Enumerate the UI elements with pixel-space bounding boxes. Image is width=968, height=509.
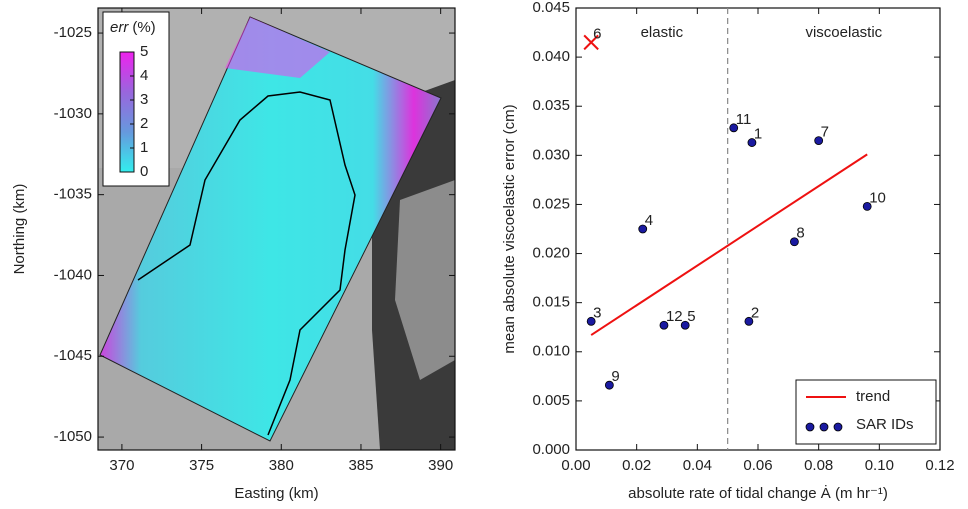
y-tick-label: 0.010	[532, 343, 570, 360]
y-tick-label: 0.035	[532, 97, 570, 114]
y-tick-label: 0.015	[532, 294, 570, 311]
x-tick-label: 370	[109, 457, 134, 474]
point	[680, 320, 690, 330]
colorbar-tick-label: 0	[140, 163, 148, 180]
y-tick-label: -1035	[54, 186, 92, 203]
x-tick-label: 0.06	[743, 457, 772, 474]
legend-label: SAR IDs	[856, 416, 914, 433]
x-tick-label: 0.08	[804, 457, 833, 474]
x-tick-label: 380	[269, 457, 294, 474]
point-label: 1	[754, 126, 762, 143]
y-tick-label: 0.045	[532, 0, 570, 16]
excluded-point	[583, 34, 599, 51]
point-label: 6	[593, 25, 601, 42]
y-tick-label: 0.020	[532, 245, 570, 262]
colorbar-label: err (%)	[110, 19, 156, 36]
legend-box	[795, 379, 937, 445]
x-tick-label: 0.00	[561, 457, 590, 474]
y-tick-label: 0.025	[532, 195, 570, 212]
point-label: 11	[736, 111, 752, 128]
plot-frame	[97, 7, 456, 451]
point	[747, 138, 757, 147]
point	[790, 237, 799, 247]
point	[604, 380, 614, 390]
x-tick-label: 0.10	[865, 457, 894, 474]
x-tick-label: 0.04	[683, 457, 712, 474]
legend-swatch	[833, 422, 843, 432]
point-label: 3	[593, 304, 601, 321]
colorbar-tick-label: 1	[140, 139, 148, 156]
x-axis-label: absolute rate of tidal change Ȧ (m hr⁻¹…	[628, 484, 888, 502]
point-label: 12	[666, 308, 683, 325]
legend-swatch	[805, 422, 815, 432]
point-label: 5	[687, 308, 695, 325]
y-tick-label: -1045	[54, 347, 92, 364]
y-tick-label: 0.030	[532, 146, 570, 163]
point-label: 9	[611, 368, 619, 385]
region-label: elastic	[641, 24, 684, 41]
point	[862, 202, 872, 211]
map-image	[98, 8, 455, 450]
colorbar-tick-label: 2	[140, 115, 148, 132]
point-label: 10	[869, 189, 886, 206]
y-tick-label: 0.000	[532, 441, 570, 458]
point-label: 2	[751, 304, 759, 321]
point	[586, 316, 596, 326]
colorbar-var: err	[110, 19, 129, 36]
colorbar-tick-label: 4	[140, 67, 148, 84]
y-tick-label: 0.005	[532, 392, 570, 409]
point	[744, 316, 754, 326]
x-tick-label: 0.02	[622, 457, 651, 474]
y-tick-label: -1050	[54, 428, 92, 445]
colorbar-tick-label: 5	[140, 43, 148, 60]
y-tick-label: -1030	[54, 105, 92, 122]
colorbar	[119, 51, 135, 173]
colorbar-background	[102, 11, 170, 187]
legend-label: trend	[856, 388, 890, 405]
point	[659, 320, 669, 330]
region-label: viscoelastic	[805, 24, 882, 41]
point	[638, 224, 648, 234]
x-tick-label: 385	[348, 457, 373, 474]
point-label: 4	[645, 212, 653, 229]
y-axis-label: Northing (km)	[11, 184, 28, 275]
colorbar-tick-label: 3	[140, 91, 148, 108]
x-tick-label: 390	[428, 457, 453, 474]
y-tick-label: -1025	[54, 24, 92, 41]
x-axis-label: Easting (km)	[234, 485, 318, 502]
colorbar-unit: (%)	[132, 19, 155, 36]
trend-line	[590, 153, 868, 336]
y-tick-label: 0.040	[532, 48, 570, 65]
plot-frame	[575, 7, 941, 451]
x-tick-label: 0.12	[925, 457, 954, 474]
point-label: 8	[796, 225, 804, 242]
y-tick-label: -1040	[54, 266, 92, 283]
x-tick-label: 375	[189, 457, 214, 474]
point	[814, 136, 824, 146]
point	[729, 123, 739, 133]
y-axis-label: mean absolute viscoelastic error (cm)	[501, 104, 518, 353]
point-label: 7	[821, 124, 829, 141]
legend-swatch	[819, 422, 829, 432]
